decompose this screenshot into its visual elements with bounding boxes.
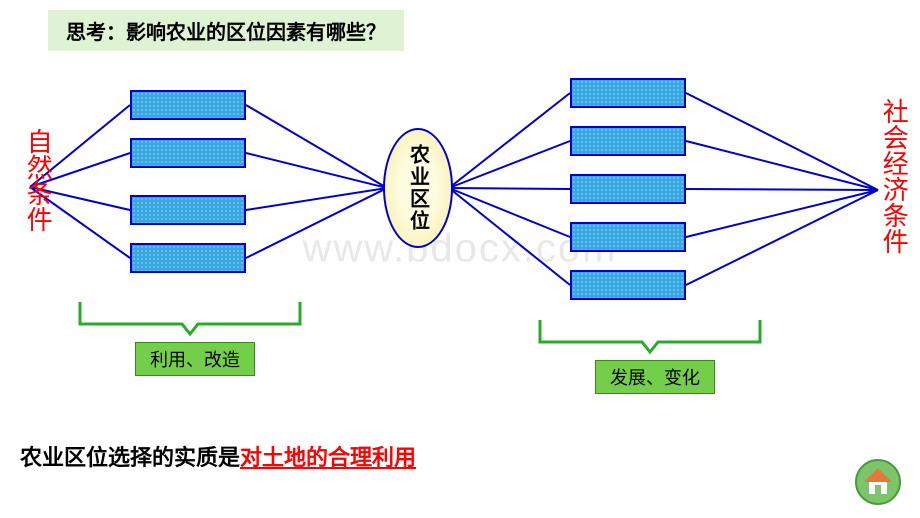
factor-box <box>570 174 686 204</box>
center-label: 农业区位 <box>404 144 433 232</box>
factor-box <box>570 222 686 252</box>
factor-box <box>570 270 686 300</box>
bottom-prefix: 农业区位选择的实质是 <box>20 445 240 470</box>
left-bracket-label: 利用、改造 <box>135 342 255 376</box>
left-vertical-label: 自然条件 <box>24 128 51 232</box>
factor-box <box>570 78 686 108</box>
home-icon[interactable] <box>854 458 902 506</box>
factor-box <box>130 90 246 120</box>
right-bracket-label: 发展、变化 <box>595 360 715 394</box>
bottom-sentence: 农业区位选择的实质是对土地的合理利用 <box>20 440 416 472</box>
title-bar: 思考：影响农业的区位因素有哪些？ <box>48 10 404 51</box>
factor-box <box>130 243 246 273</box>
factor-box <box>130 195 246 225</box>
bottom-highlight: 对土地的合理利用 <box>240 445 416 470</box>
center-ellipse: 农业区位 <box>383 128 453 248</box>
title-text: 思考：影响农业的区位因素有哪些？ <box>66 22 386 44</box>
right-vertical-label: 社会经济条件 <box>880 98 907 254</box>
factor-box <box>570 126 686 156</box>
factor-box <box>130 138 246 168</box>
